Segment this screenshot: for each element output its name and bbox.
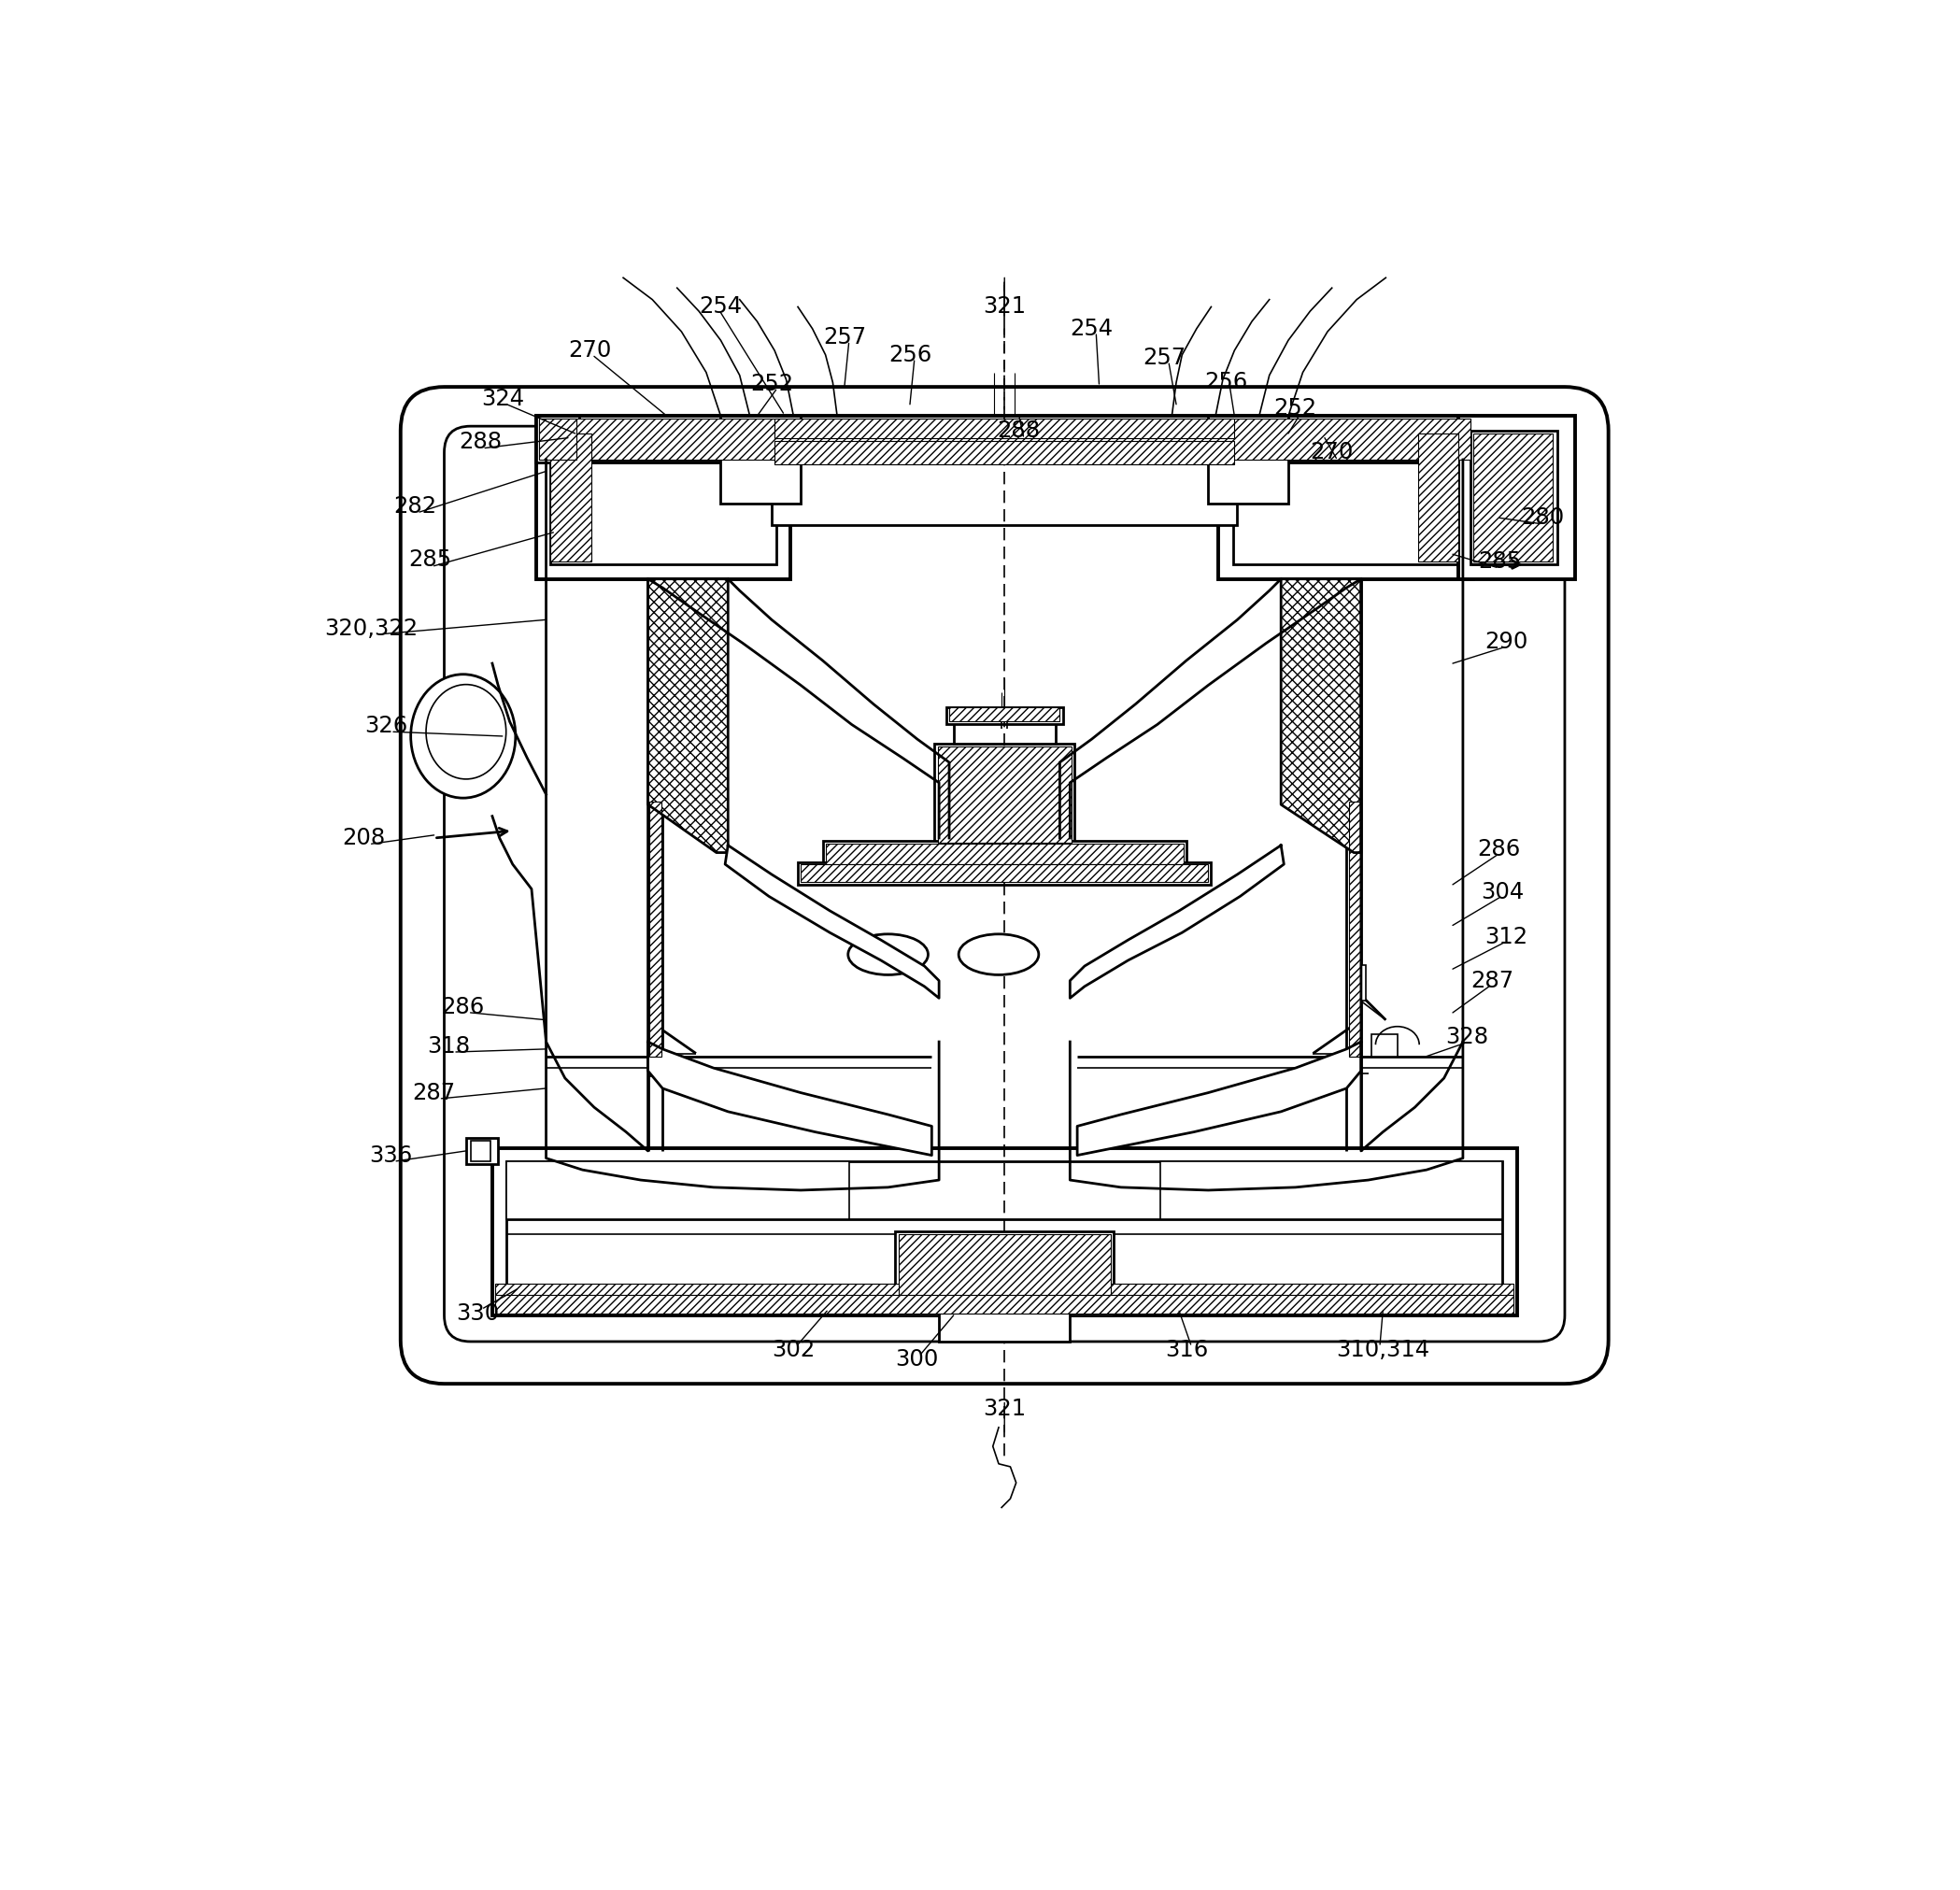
Text: 288: 288 bbox=[998, 420, 1041, 442]
Bar bbox=[898, 1234, 1111, 1312]
Text: 336: 336 bbox=[368, 1143, 412, 1166]
Bar bbox=[896, 1230, 1113, 1315]
Ellipse shape bbox=[412, 675, 515, 798]
Text: 282: 282 bbox=[394, 495, 437, 518]
Text: 286: 286 bbox=[441, 996, 484, 1019]
Bar bbox=[539, 420, 1470, 459]
Text: 252: 252 bbox=[1274, 397, 1317, 420]
Text: 287: 287 bbox=[1470, 970, 1513, 992]
Bar bbox=[935, 743, 1074, 845]
Ellipse shape bbox=[849, 934, 929, 975]
Text: 270: 270 bbox=[568, 340, 612, 361]
Bar bbox=[649, 801, 661, 1057]
Bar bbox=[551, 431, 776, 565]
FancyBboxPatch shape bbox=[400, 387, 1609, 1383]
Polygon shape bbox=[1070, 1041, 1462, 1191]
Text: 324: 324 bbox=[480, 387, 523, 410]
Text: 326: 326 bbox=[365, 714, 408, 737]
Bar bbox=[1219, 416, 1474, 578]
Polygon shape bbox=[1282, 578, 1360, 852]
Text: 300: 300 bbox=[896, 1348, 939, 1370]
Bar bbox=[1458, 416, 1576, 578]
Bar bbox=[1233, 431, 1458, 565]
Bar bbox=[937, 747, 1072, 843]
Text: 254: 254 bbox=[700, 295, 743, 318]
Bar bbox=[508, 1160, 1501, 1304]
Ellipse shape bbox=[958, 934, 1039, 975]
Bar bbox=[772, 416, 1237, 525]
Polygon shape bbox=[1070, 845, 1284, 998]
Text: 288: 288 bbox=[459, 431, 502, 454]
Bar bbox=[496, 1283, 1513, 1312]
Bar bbox=[1417, 433, 1458, 561]
Bar bbox=[1160, 1160, 1501, 1219]
Text: 287: 287 bbox=[412, 1081, 455, 1104]
Text: 302: 302 bbox=[772, 1340, 815, 1361]
Polygon shape bbox=[1078, 1041, 1360, 1155]
Bar bbox=[551, 433, 592, 561]
Text: 285: 285 bbox=[1478, 550, 1521, 573]
Bar bbox=[496, 1295, 1513, 1314]
Text: 290: 290 bbox=[1486, 631, 1529, 652]
FancyBboxPatch shape bbox=[445, 425, 1564, 1342]
Bar bbox=[1207, 416, 1288, 503]
Polygon shape bbox=[547, 1041, 939, 1191]
Text: 310,314: 310,314 bbox=[1337, 1340, 1429, 1361]
Bar bbox=[466, 1138, 498, 1164]
Bar bbox=[492, 1147, 1517, 1315]
Text: 321: 321 bbox=[984, 1397, 1025, 1419]
Polygon shape bbox=[649, 578, 727, 852]
Text: 321: 321 bbox=[984, 295, 1025, 318]
Bar bbox=[949, 707, 1060, 722]
Polygon shape bbox=[649, 1041, 931, 1155]
Text: 320,322: 320,322 bbox=[325, 618, 417, 639]
Text: 316: 316 bbox=[1164, 1340, 1207, 1361]
Bar bbox=[470, 1142, 490, 1160]
Text: 280: 280 bbox=[1521, 507, 1564, 529]
Bar bbox=[798, 862, 1211, 885]
Text: 286: 286 bbox=[1478, 839, 1521, 860]
Bar bbox=[535, 416, 580, 463]
Bar bbox=[1470, 431, 1558, 565]
Ellipse shape bbox=[425, 684, 506, 779]
Bar bbox=[721, 416, 802, 503]
Bar bbox=[939, 1312, 1070, 1342]
Text: 285: 285 bbox=[408, 548, 451, 571]
Text: 256: 256 bbox=[888, 344, 931, 367]
Text: 257: 257 bbox=[823, 327, 866, 348]
Text: 330: 330 bbox=[457, 1302, 500, 1325]
Text: 252: 252 bbox=[751, 372, 794, 395]
Polygon shape bbox=[725, 845, 939, 998]
Text: 254: 254 bbox=[1070, 318, 1113, 340]
Bar bbox=[1372, 1034, 1397, 1057]
Bar bbox=[774, 420, 1235, 438]
Polygon shape bbox=[649, 578, 727, 852]
Bar bbox=[947, 707, 1062, 724]
Text: 328: 328 bbox=[1446, 1026, 1490, 1049]
Bar bbox=[1350, 964, 1366, 1002]
Text: 312: 312 bbox=[1486, 926, 1529, 949]
Bar bbox=[823, 841, 1186, 868]
Bar bbox=[1348, 801, 1360, 1057]
Bar bbox=[802, 864, 1207, 881]
Bar bbox=[539, 420, 576, 459]
Text: 257: 257 bbox=[1143, 346, 1186, 369]
Bar bbox=[508, 1160, 849, 1219]
Bar bbox=[535, 416, 1474, 463]
Text: 270: 270 bbox=[1311, 440, 1354, 463]
Text: 318: 318 bbox=[427, 1036, 470, 1057]
Bar bbox=[955, 722, 1054, 743]
Bar bbox=[1474, 433, 1552, 561]
Text: 256: 256 bbox=[1203, 370, 1247, 393]
Bar bbox=[774, 440, 1235, 465]
Bar bbox=[535, 416, 790, 578]
Text: 208: 208 bbox=[343, 826, 386, 849]
Bar bbox=[825, 843, 1184, 864]
Polygon shape bbox=[1282, 578, 1360, 852]
Text: 304: 304 bbox=[1480, 881, 1523, 903]
